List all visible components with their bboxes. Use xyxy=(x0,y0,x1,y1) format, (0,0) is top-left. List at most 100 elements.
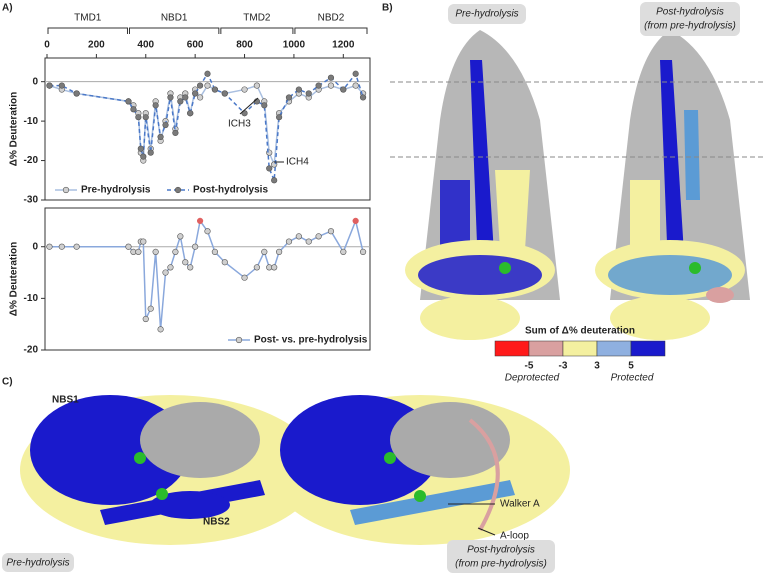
structure-c-post xyxy=(270,395,570,545)
x-tick-label: 1200 xyxy=(332,40,355,51)
nbs-label: NBS1 xyxy=(52,395,79,406)
plot-frame xyxy=(44,57,371,201)
label-box xyxy=(640,2,740,36)
data-point xyxy=(359,248,367,255)
data-point xyxy=(73,90,80,97)
data-point xyxy=(327,228,335,235)
data-point xyxy=(167,94,174,101)
data-point xyxy=(46,243,53,250)
data-point xyxy=(340,248,347,255)
legend-marker xyxy=(235,336,243,344)
data-point xyxy=(352,82,359,89)
data-point xyxy=(305,90,312,97)
data-point xyxy=(241,86,248,93)
data-point xyxy=(315,82,322,89)
y-tick-label: -20 xyxy=(24,345,39,356)
structure-pre xyxy=(405,30,560,340)
structure-label: Pre-hydrolysis xyxy=(455,9,518,20)
data-point xyxy=(285,238,293,245)
y-tick-label: -10 xyxy=(24,116,39,127)
structure-label: (from pre-hydrolysis) xyxy=(644,21,736,32)
data-point xyxy=(172,129,179,137)
data-point xyxy=(276,248,283,255)
label-box xyxy=(447,540,555,573)
structure-label: Post-hydrolysis xyxy=(467,545,535,556)
data-point xyxy=(253,264,260,271)
nbs-label: NBS2 xyxy=(203,517,230,528)
panel-label: C) xyxy=(2,377,13,388)
data-point xyxy=(221,90,228,97)
label-box xyxy=(2,553,74,572)
colorbar-tick: -3 xyxy=(559,361,568,372)
data-point xyxy=(167,264,174,271)
data-point xyxy=(295,233,302,240)
data-point xyxy=(192,90,199,97)
y-axis-label: Δ% Deuteration xyxy=(9,92,20,166)
data-point xyxy=(285,94,293,101)
domain-bracket xyxy=(47,27,128,34)
data-point xyxy=(162,269,169,276)
colorbar-cell xyxy=(494,340,530,357)
domain-bracket xyxy=(128,27,220,34)
data-point xyxy=(315,233,322,240)
x-tick-label: 200 xyxy=(88,40,105,51)
data-point xyxy=(142,114,149,121)
data-point xyxy=(130,106,137,113)
annotation: Walker A xyxy=(500,499,540,510)
data-point xyxy=(135,114,142,121)
x-tick-label: 1000 xyxy=(283,40,306,51)
structure-label: Pre-hydrolysis xyxy=(6,558,69,569)
data-point xyxy=(152,248,159,255)
data-point xyxy=(196,82,204,89)
y-tick-label: -30 xyxy=(24,195,39,206)
colorbar-cell xyxy=(562,340,598,357)
data-point xyxy=(135,248,142,255)
legend-label: Pre-hydrolysis xyxy=(81,185,151,196)
colorbar-title: Sum of Δ% deuteration xyxy=(525,326,635,337)
x-tick-label: 0 xyxy=(44,40,50,51)
data-point xyxy=(196,94,204,101)
data-point xyxy=(211,248,219,255)
colorbar: Sum of Δ% deuteration Deprotected Protec… xyxy=(505,326,654,384)
data-point xyxy=(142,315,149,323)
data-point xyxy=(305,238,312,245)
structure-label: Post-hydrolysis xyxy=(656,7,724,18)
colorbar-low: Deprotected xyxy=(505,373,560,384)
series-line xyxy=(49,84,364,165)
data-point xyxy=(125,98,132,105)
data-point xyxy=(241,274,248,281)
data-point xyxy=(352,217,359,225)
data-point xyxy=(340,86,347,93)
data-point xyxy=(253,82,260,89)
data-point xyxy=(162,121,169,129)
data-point xyxy=(137,145,144,152)
domain-label: NBD2 xyxy=(318,13,345,24)
x-tick-label: 600 xyxy=(187,40,204,51)
y-tick-label: -10 xyxy=(24,293,39,304)
data-point xyxy=(261,248,268,255)
data-point xyxy=(125,243,132,250)
domain-bracket xyxy=(220,27,294,34)
x-tick-label: 800 xyxy=(236,40,253,51)
data-point xyxy=(187,110,194,117)
data-point xyxy=(221,259,228,266)
x-tick-label: 400 xyxy=(137,40,154,51)
legend-label: Post- vs. pre-hydrolysis xyxy=(254,335,368,346)
data-point xyxy=(172,248,179,255)
data-point xyxy=(192,243,199,250)
data-point xyxy=(211,86,219,93)
panel-label: B) xyxy=(382,3,393,14)
data-point xyxy=(295,86,302,93)
data-point xyxy=(152,102,159,109)
data-point xyxy=(73,243,80,250)
data-point xyxy=(359,94,367,101)
domain-label: TMD2 xyxy=(243,13,271,24)
data-point xyxy=(271,177,278,184)
plot-frame xyxy=(44,207,371,351)
structure-post xyxy=(595,30,750,340)
legend-marker xyxy=(174,186,182,194)
data-point xyxy=(261,102,268,109)
data-point xyxy=(157,326,164,333)
label-box xyxy=(448,4,526,24)
